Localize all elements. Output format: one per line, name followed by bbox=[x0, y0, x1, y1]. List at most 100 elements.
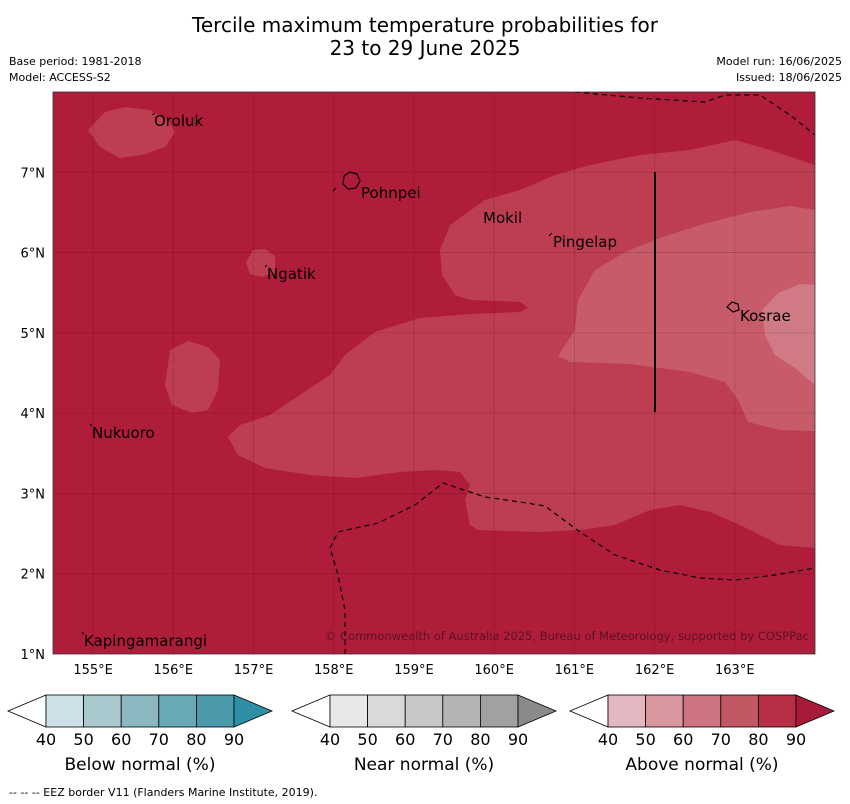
lon-tick-label: 160°E bbox=[474, 663, 514, 678]
colorbar-above-extend-low bbox=[568, 694, 609, 728]
pingelap-atoll bbox=[548, 232, 553, 237]
map-frame bbox=[52, 91, 816, 655]
lat-tick-label: 2°N bbox=[21, 568, 46, 583]
lon-tick-label: 162°E bbox=[635, 663, 675, 678]
above-70-region bbox=[558, 206, 815, 431]
colorbar-above-extend-high bbox=[795, 694, 836, 728]
label-pohnpei: Pohnpei bbox=[361, 184, 421, 202]
colorbar-near-title: Near normal (%) bbox=[353, 755, 495, 775]
above-80-region-west bbox=[165, 341, 220, 413]
above-80-region-oroluk bbox=[88, 107, 175, 158]
colorbar-near-tick-label: 60 bbox=[395, 730, 415, 749]
label-oroluk: Oroluk bbox=[154, 112, 203, 130]
colorbar-above-tick-label: 90 bbox=[786, 730, 806, 749]
lat-tick-label: 7°N bbox=[21, 166, 46, 181]
label-pingelap: Pingelap bbox=[553, 233, 617, 251]
kosrae-island bbox=[726, 301, 740, 313]
label-mokil: Mokil bbox=[483, 209, 522, 227]
colorbar-below: 40 50 60 70 80 90 bbox=[6, 694, 274, 749]
kapingamarangi-atoll bbox=[81, 631, 85, 635]
colorbar-near-extend-low bbox=[290, 694, 331, 728]
model-run: Model run: 16/06/2025 bbox=[716, 55, 842, 68]
title-line-1: Tercile maximum temperature probabilitie… bbox=[192, 13, 658, 37]
nukuoro-atoll bbox=[89, 423, 93, 427]
colorbar-above: 40 50 60 70 80 90 bbox=[568, 694, 836, 749]
colorbar-above-tick-label: 40 bbox=[598, 730, 618, 749]
issued-date: Issued: 18/06/2025 bbox=[735, 71, 842, 84]
latitude-labels: 1°N 2°N 3°N 4°N 5°N 6°N 7°N bbox=[21, 166, 46, 663]
ngatik-atoll bbox=[264, 264, 268, 268]
colorbar-above-tick-label: 50 bbox=[635, 730, 655, 749]
lon-tick-label: 158°E bbox=[314, 663, 354, 678]
label-nukuoro: Nukuoro bbox=[92, 424, 155, 442]
colorbar-near-extend-high bbox=[517, 694, 558, 728]
colorbar-below-segment bbox=[195, 694, 235, 728]
colorbar-below-tick-label: 90 bbox=[224, 730, 244, 749]
colorbar-below-tick-label: 60 bbox=[111, 730, 131, 749]
colorbar-below-extend-low bbox=[6, 694, 47, 728]
colorbar-below-tick-label: 70 bbox=[149, 730, 169, 749]
label-kosrae: Kosrae bbox=[740, 307, 791, 325]
colorbar-above-segment bbox=[682, 694, 722, 728]
colorbar-above-title: Above normal (%) bbox=[625, 755, 779, 775]
colorbar-near-segment bbox=[329, 694, 368, 728]
lon-tick-label: 157°E bbox=[234, 663, 274, 678]
title-line-2: 23 to 29 June 2025 bbox=[329, 36, 521, 60]
colorbar-near-tick-label: 90 bbox=[508, 730, 528, 749]
colorbar-below-tick-label: 80 bbox=[186, 730, 206, 749]
colorbar-above-segment bbox=[758, 694, 797, 728]
meta-left: Base period: 1981-2018 Model: ACCESS-S2 bbox=[9, 54, 141, 86]
lon-tick-label: 161°E bbox=[555, 663, 595, 678]
colorbar-below-tick-label: 40 bbox=[36, 730, 56, 749]
probability-map bbox=[53, 92, 815, 654]
lon-tick-label: 163°E bbox=[715, 663, 755, 678]
colorbar-above-tick-label: 80 bbox=[748, 730, 768, 749]
map-title: Tercile maximum temperature probabilitie… bbox=[0, 14, 850, 60]
label-ngatik: Ngatik bbox=[267, 265, 316, 283]
colorbar-near: 40 50 60 70 80 90 bbox=[290, 694, 558, 749]
place-labels: Oroluk Pohnpei Mokil Pingelap Ngatik Kos… bbox=[84, 112, 791, 650]
pohnpei-island bbox=[342, 171, 361, 190]
longitude-labels: 155°E 156°E 157°E 158°E 159°E 160°E 161°E 162°E… bbox=[73, 663, 754, 678]
grid-lines bbox=[53, 92, 815, 654]
colorbar-below-segment bbox=[120, 694, 160, 728]
lon-tick-label: 155°E bbox=[73, 663, 113, 678]
colorbar-near-segment bbox=[404, 694, 444, 728]
colorbar-near-tick-label: 50 bbox=[357, 730, 377, 749]
eez-footnote: -- -- -- EEZ border V11 (Flanders Marine… bbox=[9, 786, 318, 799]
colorbar-near-tick-label: 80 bbox=[470, 730, 490, 749]
colorbar-near-segment bbox=[479, 694, 519, 728]
colorbar-below-tick-label: 50 bbox=[73, 730, 93, 749]
colorbar-below-segment bbox=[158, 694, 197, 728]
colorbar-above-tick-label: 70 bbox=[711, 730, 731, 749]
colorbar-near-segment bbox=[367, 694, 406, 728]
pohnpei-islet bbox=[332, 187, 337, 192]
lat-tick-label: 3°N bbox=[21, 487, 46, 502]
lat-tick-label: 6°N bbox=[21, 247, 46, 262]
base-period: Base period: 1981-2018 bbox=[9, 55, 142, 68]
colorbar-below-segment bbox=[83, 694, 122, 728]
colorbar-above-segment bbox=[607, 694, 646, 728]
copyright-notice: © Commonwealth of Australia 2025, Bureau… bbox=[325, 629, 809, 643]
meta-right: Model run: 16/06/2025 Issued: 18/06/2025 bbox=[716, 54, 842, 86]
colorbar-near-tick-label: 70 bbox=[433, 730, 453, 749]
above-80-region-ngatik bbox=[246, 249, 275, 277]
colorbar-below-extend-high bbox=[233, 694, 274, 728]
above-60-region bbox=[762, 284, 815, 385]
colorbar-above-segment bbox=[645, 694, 684, 728]
colorbar-above-segment bbox=[720, 694, 759, 728]
colorbar-below-title: Below normal (%) bbox=[64, 755, 216, 775]
lon-tick-label: 156°E bbox=[154, 663, 194, 678]
colorbar-near-segment bbox=[442, 694, 481, 728]
lat-tick-label: 5°N bbox=[21, 327, 46, 342]
colorbar-below-segment bbox=[45, 694, 84, 728]
colorbar-near-tick-label: 40 bbox=[320, 730, 340, 749]
oroluk-atoll bbox=[151, 112, 156, 116]
lat-tick-label: 4°N bbox=[21, 407, 46, 422]
lon-tick-label: 159°E bbox=[394, 663, 434, 678]
label-kapingamarangi: Kapingamarangi bbox=[84, 632, 207, 650]
model-name: Model: ACCESS-S2 bbox=[9, 71, 111, 84]
eez-borders bbox=[329, 92, 815, 654]
colorbar-above-tick-label: 60 bbox=[673, 730, 693, 749]
